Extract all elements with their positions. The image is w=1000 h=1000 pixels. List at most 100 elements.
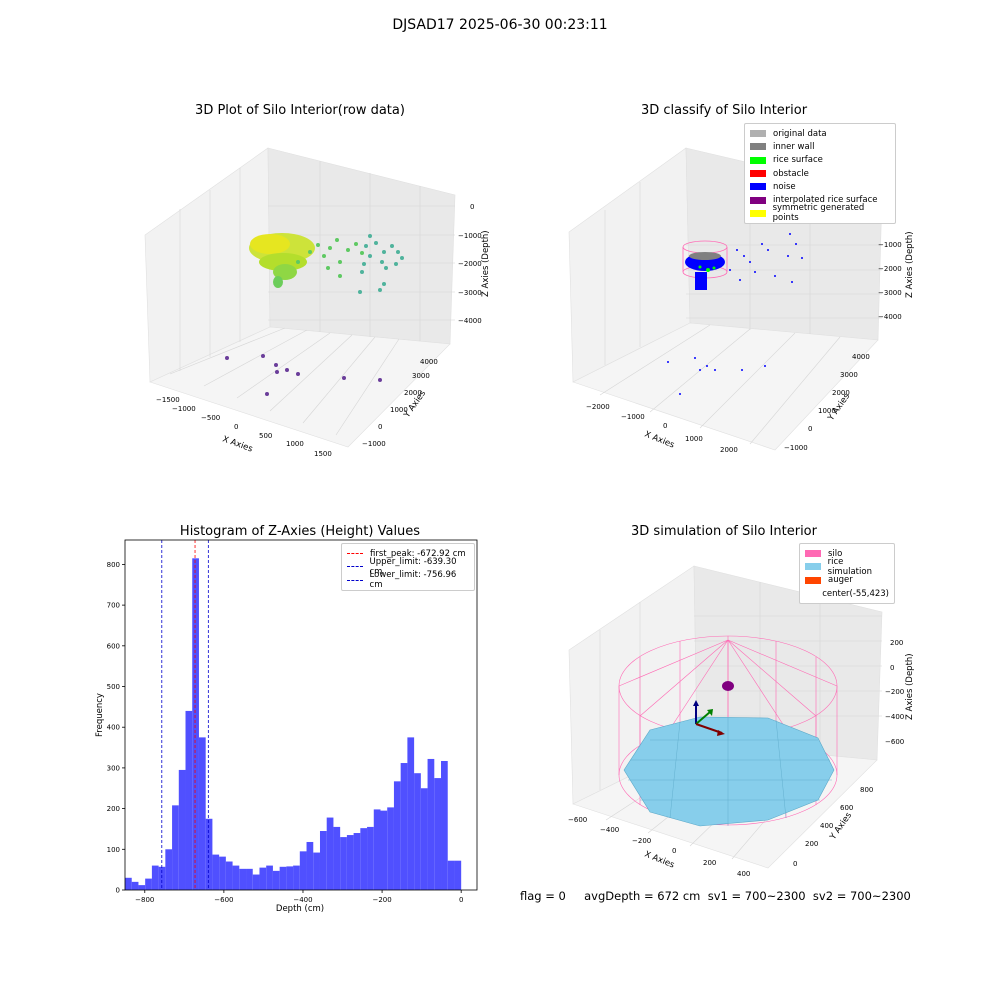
histogram-bar: [441, 760, 448, 890]
histogram-bar: [454, 860, 462, 890]
p2-ztick: −3000: [878, 289, 902, 297]
histogram-bar: [178, 769, 186, 890]
legend-line: [347, 566, 363, 568]
histogram-bar: [239, 868, 247, 890]
histogram-bar: [151, 865, 159, 890]
histogram-chart: −800 −600 −400 −200 0 0 100 200 300 400 500 600 700 8…: [95, 539, 478, 914]
p4-xtick: 200: [703, 859, 716, 867]
auger-marker: [722, 681, 734, 691]
p4-ytick: 0: [793, 860, 797, 868]
p2-ytick: 4000: [852, 353, 870, 361]
p1-xtick: 500: [259, 432, 272, 440]
auger-axes-arrows: [693, 700, 725, 736]
legend-swatch: [750, 130, 766, 138]
histogram-axes: −800 −600 −400 −200 0 0 100 200 300 400 500 600 700 8…: [107, 539, 478, 904]
histogram-bar: [272, 870, 280, 890]
histogram-bar: [158, 866, 166, 890]
legend-swatch: [750, 156, 766, 164]
histogram-bar: [131, 881, 139, 890]
p2-ztick: −1000: [878, 241, 902, 249]
x-tick-label: −600: [214, 896, 233, 904]
histogram-bar: [346, 835, 354, 890]
histogram-bar: [125, 877, 132, 890]
y-tick-label: 700: [107, 602, 120, 610]
legend-item: first_peak: -672.92 cm: [347, 547, 469, 560]
histogram-bar: [205, 818, 213, 890]
legend-swatch: [805, 563, 821, 571]
legend-label: inner wall: [773, 141, 815, 152]
y-tick-label: 200: [107, 805, 120, 813]
panel2-tick-labels: −2000 −1000 0 1000 2000 −1000 0 1000 200…: [586, 216, 902, 454]
legend-label: silo: [828, 548, 843, 559]
legend-line: [347, 579, 363, 581]
p1-xtick: 1500: [314, 450, 332, 458]
histogram-bar: [286, 866, 294, 890]
x-tick-label: −800: [135, 896, 154, 904]
rice-simulation-surface: [623, 716, 835, 827]
histogram-bar: [380, 810, 388, 890]
histogram-bar: [326, 817, 334, 890]
panel4-title: 3D simulation of Silo Interior: [631, 524, 817, 539]
histogram-bar: [340, 837, 347, 890]
panel4-legend: silo rice simulation auger center(-55,42…: [799, 543, 895, 605]
panel1-tick-labels: −1500 −1000 −500 0 500 1000 1500 −1000 0…: [156, 203, 482, 458]
p2-ytick: 3000: [840, 371, 858, 379]
panel1-point-cloud: [225, 233, 404, 396]
p4-ztick: 0: [890, 664, 894, 672]
panel4-tick-labels: −600 −400 −200 0 200 400 0 200 400 600 8…: [568, 639, 904, 878]
panel3-title: Histogram of Z-Axies (Height) Values: [179, 524, 421, 539]
legend-label: rice surface: [773, 155, 823, 166]
p1-ztick: −2000: [458, 260, 482, 268]
panel2-title: 3D classify of Silo Interior: [640, 103, 808, 118]
histogram-threshold-lines: [161, 540, 209, 890]
histogram-bars: [125, 558, 462, 890]
p4-ztick: 200: [890, 639, 903, 647]
histogram-bar: [192, 558, 199, 890]
p1-xtick: −1000: [172, 405, 196, 413]
p4-ytick: 800: [860, 786, 873, 794]
p1-xtick: 1000: [286, 440, 304, 448]
histogram-bar: [293, 865, 300, 890]
histogram-bar: [266, 865, 273, 890]
p2-xtick: 0: [663, 422, 667, 430]
panel2-legend: original data inner wall rice surface ob…: [744, 123, 896, 225]
histogram-bar: [198, 737, 206, 890]
p1-xtick: −1500: [156, 396, 180, 404]
p4-xtick: −400: [600, 826, 619, 834]
histogram-bar: [367, 826, 374, 890]
p2-xtick: −1000: [621, 413, 645, 421]
p1-zlabel: Z Axies (Depth): [481, 230, 491, 297]
histogram-bar: [434, 778, 442, 890]
legend-item: Upper_limit: -639.30 cm: [347, 557, 469, 577]
x-tick-label: −400: [293, 896, 312, 904]
histogram-bar: [400, 763, 408, 890]
p4-ytick: 400: [820, 822, 833, 830]
legend-label: rice simulation: [827, 556, 872, 577]
p4-xtick: −200: [632, 837, 651, 845]
y-tick-label: 600: [107, 642, 120, 650]
legend-swatch: [805, 576, 821, 584]
legend-item: obstacle: [750, 167, 890, 180]
panel1-3d-plot: −1500 −1000 −500 0 500 1000 1500 −1000 0…: [144, 147, 491, 458]
y-tick-label: 800: [107, 561, 120, 569]
y-tick-label: 400: [107, 724, 120, 732]
legend-swatch: [750, 170, 766, 178]
p1-ytick: −1000: [362, 440, 386, 448]
p4-ytick: 600: [840, 804, 853, 812]
legend-line: [347, 553, 363, 555]
p1-ytick: 4000: [420, 358, 438, 366]
y-tick-label: 300: [107, 764, 120, 772]
legend-label: Lower_limit: -756.96 cm: [369, 570, 457, 591]
histogram-bar: [447, 860, 455, 890]
p2-ytick: 0: [808, 425, 812, 433]
legend-swatch: [750, 196, 766, 204]
y-tick-label: 0: [116, 887, 120, 895]
x-tick-label: −200: [372, 896, 391, 904]
legend-swatch: [750, 143, 766, 151]
legend-label: obstacle: [773, 168, 809, 179]
p4-ytick: 200: [805, 840, 818, 848]
p2-ztick: −4000: [878, 313, 902, 321]
histogram-bar: [145, 878, 152, 890]
p1-ytick: 3000: [412, 372, 430, 380]
histogram-bar: [414, 773, 421, 890]
